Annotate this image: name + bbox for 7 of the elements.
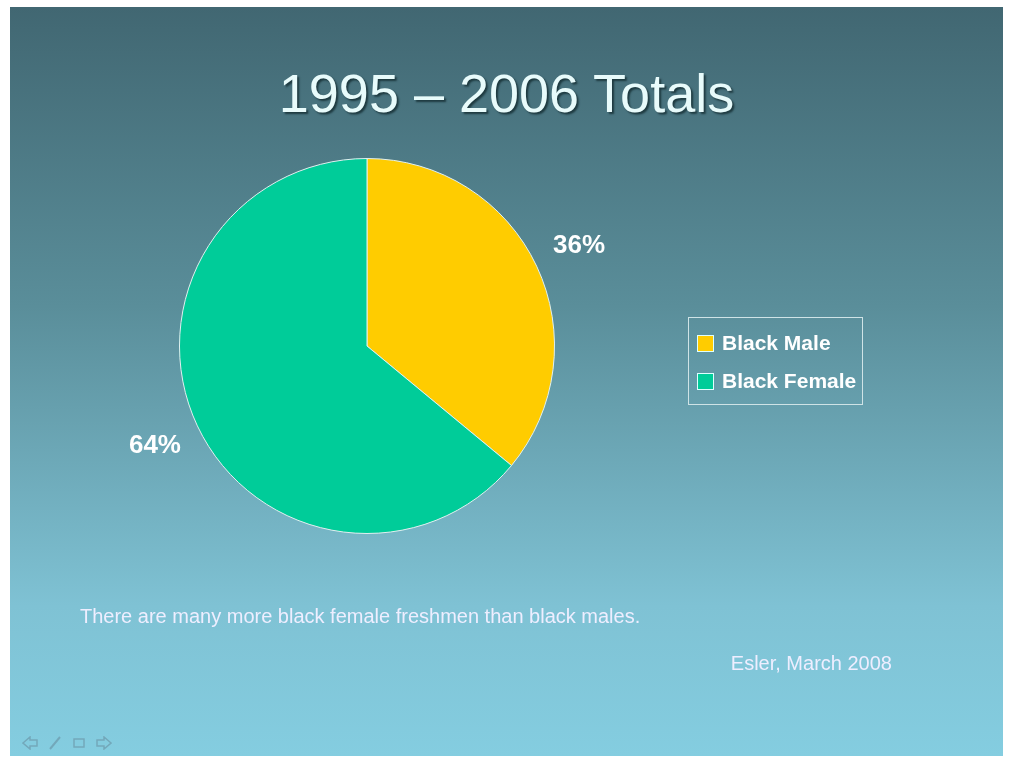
text: Esler, March 2008 (730, 652, 892, 675)
legend-label: Black Male (722, 331, 831, 355)
legend-label: Black Female (722, 369, 857, 393)
data-label: 64% (128, 428, 181, 459)
text: There are many more black female freshmen than black males. (80, 605, 641, 628)
chart-title: 1995 – 2006 Totals (277, 62, 736, 124)
data-label: 36% (553, 229, 606, 260)
